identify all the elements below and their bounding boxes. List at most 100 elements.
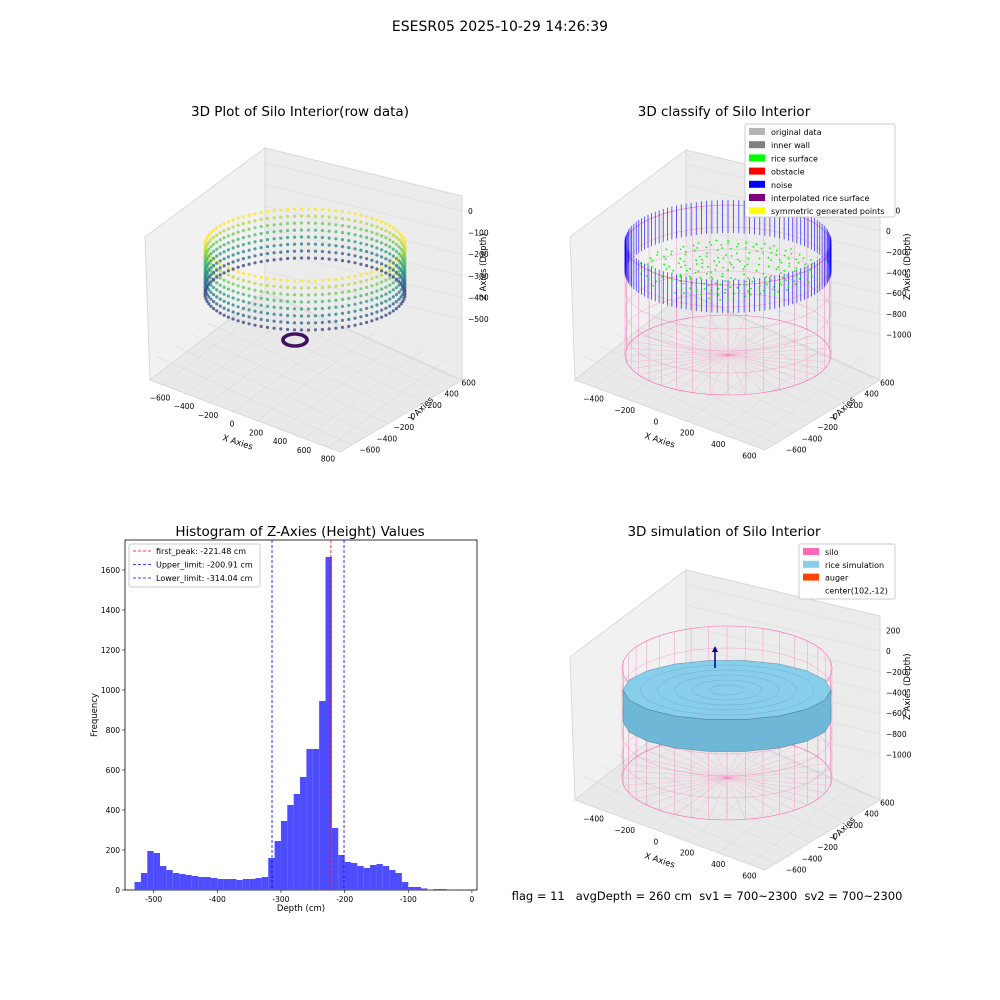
raw-point xyxy=(272,298,276,302)
legend-label: first_peak: -221.48 cm xyxy=(156,547,246,556)
raw-point xyxy=(388,231,392,235)
rice-surface-point xyxy=(684,264,686,267)
raw-point xyxy=(265,325,270,329)
rice-surface-point xyxy=(703,288,706,290)
histogram-bar xyxy=(382,866,390,890)
raw-point xyxy=(207,261,211,265)
legend-swatch xyxy=(749,141,765,149)
raw-point xyxy=(265,245,270,249)
rice-surface-point xyxy=(802,257,805,260)
raw-point xyxy=(259,324,263,328)
raw-point xyxy=(231,275,235,279)
raw-point xyxy=(253,261,257,265)
x-tick-label: 400 xyxy=(273,437,288,446)
x-tick-label: -200 xyxy=(336,895,353,904)
raw-point xyxy=(370,312,374,316)
raw-point xyxy=(253,226,257,230)
raw-point xyxy=(286,292,290,297)
raw-point xyxy=(370,251,374,255)
x-tick-label: 0 xyxy=(654,417,659,426)
raw-point xyxy=(215,288,219,292)
raw-point xyxy=(320,221,324,226)
raw-point xyxy=(272,237,276,241)
rice-surface-point xyxy=(773,245,775,247)
z-tick-label: 0 xyxy=(886,227,891,236)
raw-point xyxy=(205,242,209,247)
raw-point xyxy=(279,243,283,247)
raw-point xyxy=(265,311,270,315)
raw-point xyxy=(205,299,209,304)
rice-surface-point xyxy=(679,248,682,251)
raw-point xyxy=(375,282,379,286)
histogram-x-ticks: -500 -400 -300 -200 -100 0 xyxy=(145,890,475,904)
raw-point xyxy=(334,230,338,234)
raw-point xyxy=(222,306,226,310)
rice-surface-point xyxy=(775,254,778,257)
classify-3d-z-label: Z Axies (Depth) xyxy=(903,233,913,300)
rice-surface-point xyxy=(649,257,652,259)
raw-point xyxy=(340,311,345,315)
raw-point xyxy=(391,254,395,258)
simulation-3d-z-label: Z Axies (Depth) xyxy=(903,653,913,720)
z-tick-label: −1000 xyxy=(886,751,912,760)
legend-swatch xyxy=(749,167,765,175)
raw-point xyxy=(399,282,403,286)
raw-point xyxy=(286,207,290,212)
raw-point xyxy=(306,235,311,239)
rice-surface-point xyxy=(748,251,751,254)
raw-point xyxy=(359,241,363,245)
legend-label: rice simulation xyxy=(825,561,884,570)
raw-point xyxy=(259,232,263,236)
rice-surface-point xyxy=(689,287,691,289)
silo-spoke xyxy=(727,354,747,395)
rice-surface-point xyxy=(717,256,719,259)
raw-point xyxy=(236,251,240,255)
rice-surface-point xyxy=(727,239,729,242)
rice-surface-point xyxy=(770,275,773,277)
raw-point xyxy=(222,257,226,261)
raw-point xyxy=(359,255,363,259)
raw-point xyxy=(380,248,384,252)
raw-point xyxy=(226,248,230,252)
raw-point xyxy=(313,214,318,218)
rice-surface-point xyxy=(668,265,671,268)
legend-swatch xyxy=(749,128,765,135)
raw-point xyxy=(320,256,324,261)
raw-point xyxy=(403,275,407,280)
gridline xyxy=(264,270,463,320)
raw-point xyxy=(215,302,219,306)
raw-point xyxy=(402,287,406,291)
histogram-y-label: Frequency xyxy=(90,693,100,737)
raw-point xyxy=(226,220,230,224)
raw-point xyxy=(327,236,331,240)
raw-point xyxy=(365,257,369,261)
raw-point xyxy=(375,310,379,314)
raw-point xyxy=(365,229,369,233)
raw-point xyxy=(388,297,392,301)
raw-point xyxy=(306,321,311,325)
raw-point xyxy=(347,289,351,293)
raw-point xyxy=(401,299,405,304)
rice-surface-point xyxy=(715,239,718,242)
rice-surface-point xyxy=(737,243,740,245)
raw-point xyxy=(236,277,240,281)
histogram-bar xyxy=(249,879,256,890)
raw-point xyxy=(340,325,345,329)
raw-point xyxy=(306,228,311,232)
rice-surface-point xyxy=(764,280,766,283)
raw-point xyxy=(286,235,290,240)
rice-surface-point xyxy=(695,284,698,286)
rice-surface-point xyxy=(746,263,749,266)
raw-point xyxy=(380,308,384,312)
y-tick-label: −400 xyxy=(802,854,823,863)
raw-point xyxy=(402,280,406,284)
histogram-bar xyxy=(433,889,441,890)
rice-surface-point xyxy=(745,284,748,286)
y-tick-label: −600 xyxy=(786,865,807,874)
histogram-bar xyxy=(350,863,358,890)
gridline xyxy=(685,246,881,294)
raw-point xyxy=(265,252,270,256)
raw-point xyxy=(327,243,331,247)
y-tick-label: −600 xyxy=(360,445,381,454)
